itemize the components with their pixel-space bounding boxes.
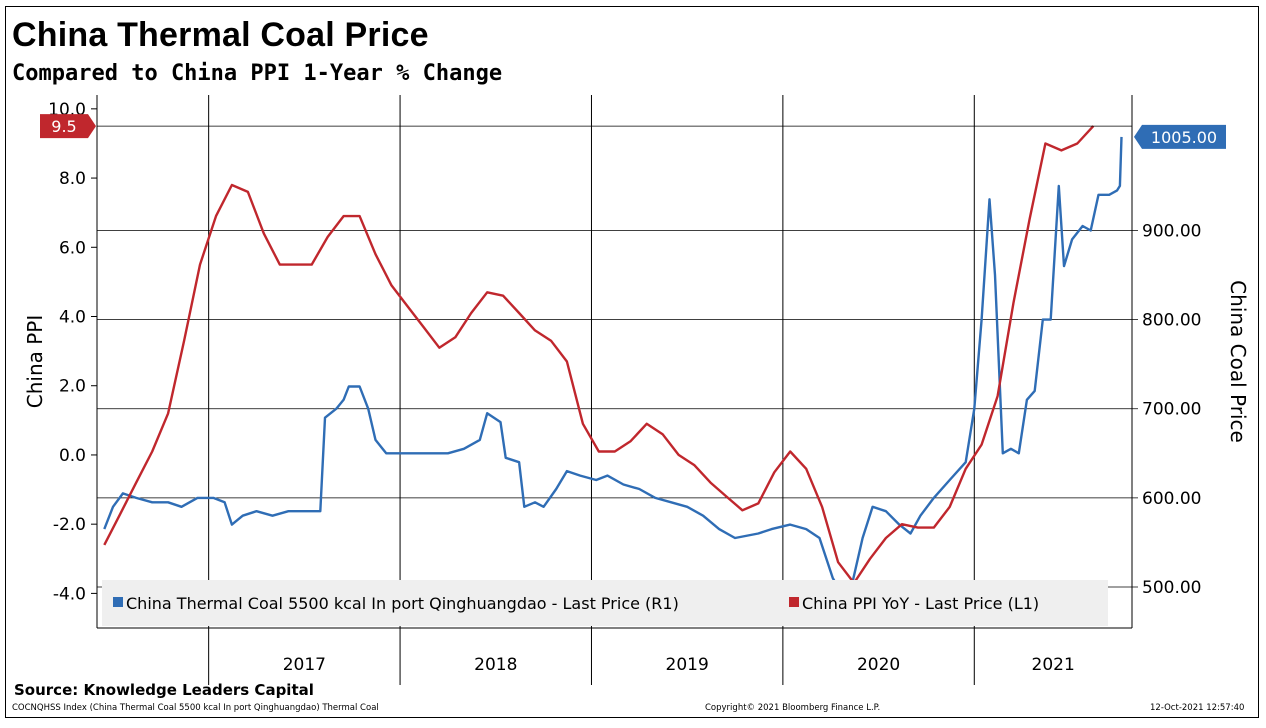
legend-swatch-ppi [789, 597, 799, 607]
left-tick-label: 4.0 [59, 308, 86, 328]
right-axis-title: China Coal Price [1226, 280, 1250, 443]
x-tick-label: 2018 [474, 655, 517, 675]
timestamp-footnote: 12-Oct-2021 12:57:40 [1150, 703, 1245, 713]
x-tick-label: 2017 [283, 655, 326, 675]
x-tick-label: 2021 [1032, 655, 1075, 675]
legend-swatch-coal [113, 597, 123, 607]
left-tick-label: 6.0 [59, 238, 86, 258]
x-tick-label: 2019 [666, 655, 709, 675]
ppi-last-value-flag [40, 114, 96, 139]
legend-label-ppi: China PPI YoY - Last Price (L1) [802, 594, 1039, 613]
right-tick-label: 700.00 [1142, 400, 1201, 420]
left-tick-label: -4.0 [53, 584, 86, 604]
x-tick-label: 2020 [857, 655, 900, 675]
coal-last-value-label: 1005.00 [1151, 128, 1217, 147]
copyright-footnote: Copyright© 2021 Bloomberg Finance L.P. [705, 703, 881, 713]
chart-subtitle: Compared to China PPI 1-Year % Change [12, 61, 503, 86]
legend-label-coal: China Thermal Coal 5500 kcal In port Qin… [126, 594, 679, 613]
right-tick-label: 600.00 [1142, 489, 1201, 509]
coal-last-value-flag [1134, 124, 1226, 149]
chart-title: China Thermal Coal Price [12, 16, 429, 54]
source-note: Source: Knowledge Leaders Capital [14, 681, 314, 699]
right-tick-label: 500.00 [1142, 578, 1201, 598]
left-tick-label: 0.0 [59, 446, 86, 466]
left-tick-label: 8.0 [59, 169, 86, 189]
legend-box [102, 580, 1108, 626]
index-footnote: COCNQHSS Index (China Thermal Coal 5500 … [12, 703, 379, 713]
left-tick-label: 2.0 [59, 377, 86, 397]
ppi-last-value-label: 9.5 [51, 117, 76, 136]
left-tick-label: -2.0 [53, 515, 86, 535]
left-axis-title: China PPI [23, 315, 47, 409]
ppi-line [103, 125, 1095, 585]
coal-price-line [103, 136, 1123, 593]
chart-frame [5, 6, 1259, 718]
right-tick-label: 800.00 [1142, 311, 1201, 331]
right-tick-label: 900.00 [1142, 221, 1201, 241]
